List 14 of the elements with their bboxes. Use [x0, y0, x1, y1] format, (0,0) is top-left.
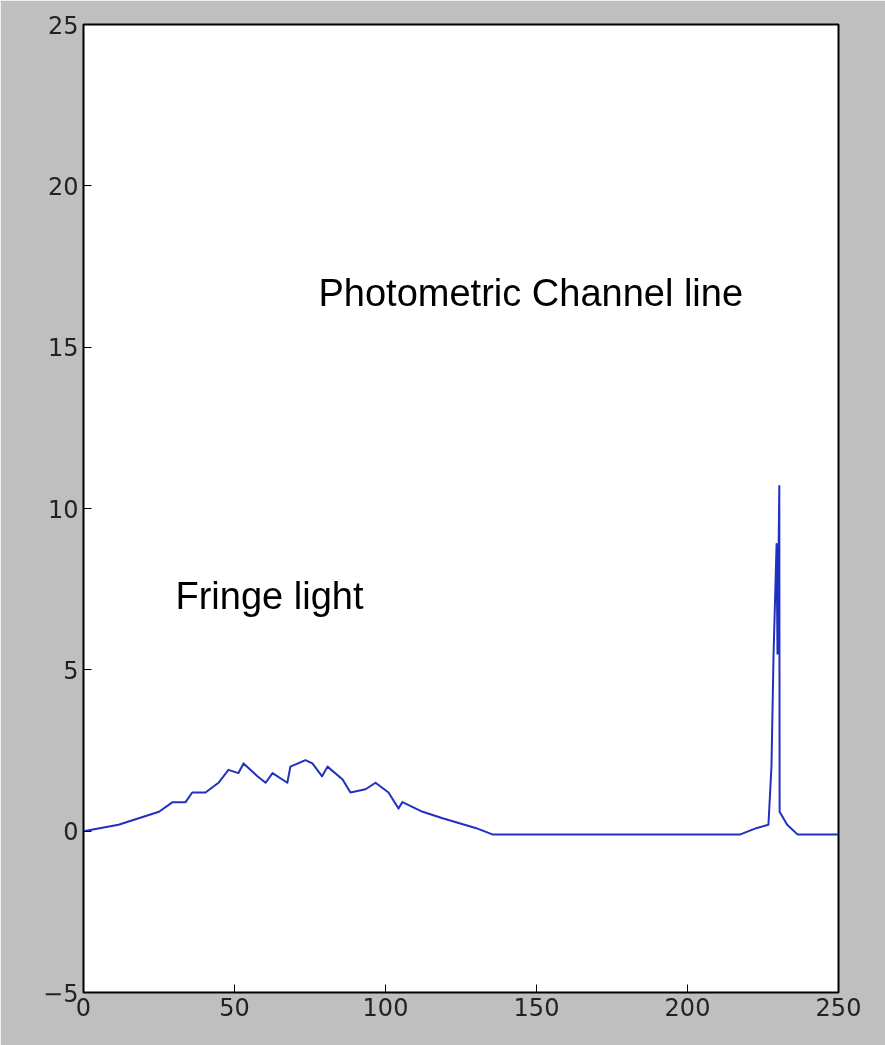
y-tick-label: 0	[63, 818, 79, 847]
y-tick-label: 5	[63, 656, 79, 685]
y-tick-label: 20	[47, 172, 79, 201]
annotation: Photometric Channel line	[318, 271, 744, 314]
x-tick-label: 200	[664, 993, 711, 1022]
y-tick-label: 15	[47, 334, 79, 363]
x-tick-label: 100	[362, 993, 409, 1022]
x-tick-label: 250	[815, 993, 862, 1022]
x-tick-label: 150	[513, 993, 560, 1022]
line-series	[83, 484, 839, 836]
y-tick-label: 10	[47, 495, 79, 524]
y-tick-label: 25	[47, 11, 79, 40]
x-tick-label: 50	[219, 993, 250, 1022]
annotation: Fringe light	[175, 574, 364, 617]
